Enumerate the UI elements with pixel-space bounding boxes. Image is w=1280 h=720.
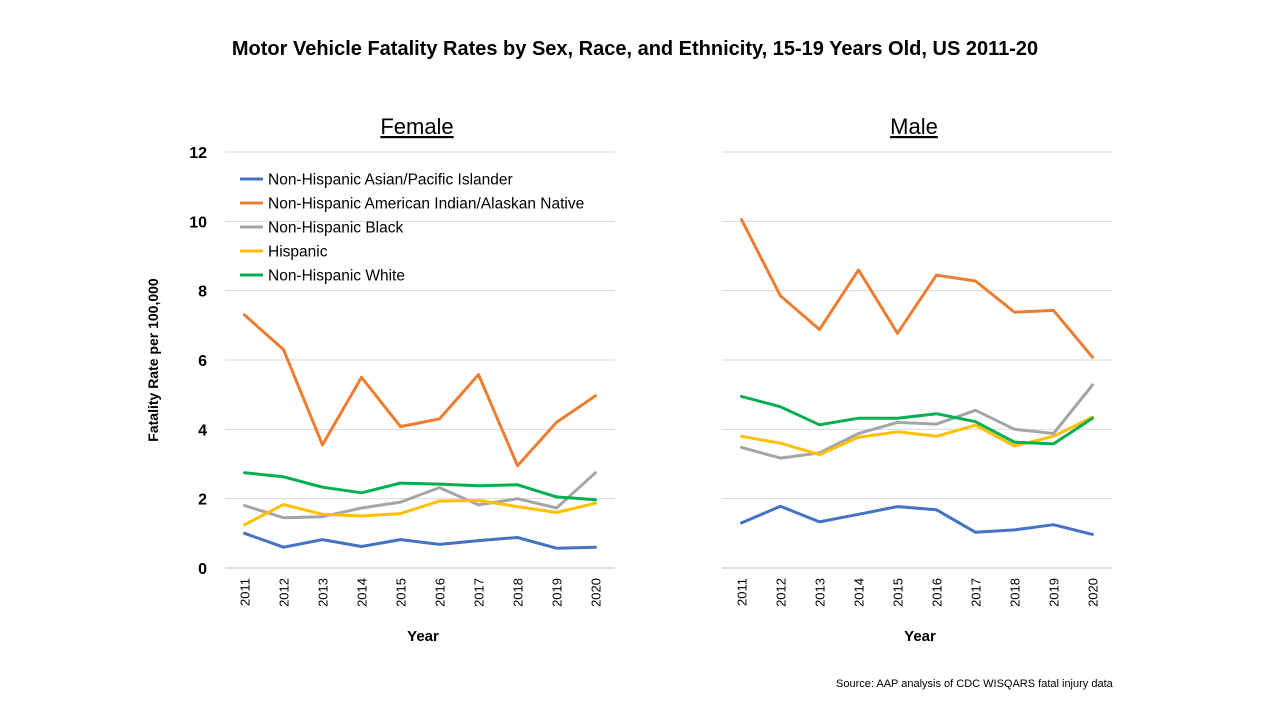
female-ytick-label: 10 bbox=[189, 214, 207, 231]
source-note: Source: AAP analysis of CDC WISQARS fata… bbox=[836, 678, 1113, 690]
female-series-line-3 bbox=[243, 498, 597, 527]
male-xtick-2019: 2019 bbox=[1047, 578, 1062, 607]
female-xtick-2013: 2013 bbox=[316, 578, 331, 607]
male-series-line-1 bbox=[740, 218, 1094, 359]
female-xtick-2015: 2015 bbox=[394, 578, 409, 607]
female-xtick-2017: 2017 bbox=[472, 578, 487, 607]
female-panel-title: Female bbox=[380, 114, 453, 139]
female-xtick-2020: 2020 bbox=[589, 578, 604, 607]
male-xtick-2012: 2012 bbox=[774, 578, 789, 607]
male-xtick-2016: 2016 bbox=[930, 578, 945, 607]
female-ytick-label: 2 bbox=[198, 492, 207, 509]
male-xtick-2011: 2011 bbox=[735, 578, 750, 606]
male-series-line-0 bbox=[740, 504, 1094, 536]
female-series-line-4 bbox=[243, 471, 597, 502]
male-xtick-2015: 2015 bbox=[891, 578, 906, 607]
female-xtick-2012: 2012 bbox=[277, 578, 292, 607]
female-xtick-2014: 2014 bbox=[355, 578, 370, 607]
male-xtick-2017: 2017 bbox=[969, 578, 984, 607]
male-x-axis-label: Year bbox=[904, 628, 936, 645]
legend-label-1: Non-Hispanic American Indian/Alaskan Nat… bbox=[268, 196, 584, 213]
female-series-line-0 bbox=[243, 531, 597, 550]
male-xtick-2013: 2013 bbox=[813, 578, 828, 607]
female-xtick-2011: 2011 bbox=[238, 578, 253, 606]
legend-label-4: Non-Hispanic White bbox=[268, 268, 405, 285]
female-x-axis-label: Year bbox=[407, 628, 439, 645]
female-ytick-label: 6 bbox=[198, 353, 207, 370]
female-ytick-label: 8 bbox=[198, 284, 207, 301]
female-ytick-label: 12 bbox=[189, 145, 207, 162]
female-series-line-2 bbox=[243, 471, 597, 520]
male-xtick-2018: 2018 bbox=[1008, 578, 1023, 607]
y-axis-label: Fatality Rate per 100,000 bbox=[145, 278, 161, 442]
chart-title: Motor Vehicle Fatality Rates by Sex, Rac… bbox=[231, 38, 1039, 60]
legend-label-2: Non-Hispanic Black bbox=[268, 220, 403, 237]
legend-label-0: Non-Hispanic Asian/Pacific Islander bbox=[268, 172, 513, 189]
female-xtick-2018: 2018 bbox=[511, 578, 526, 607]
female-ytick-label: 0 bbox=[198, 561, 207, 578]
male-xtick-2020: 2020 bbox=[1086, 578, 1101, 607]
male-series-line-3 bbox=[740, 415, 1094, 457]
male-panel-title: Male bbox=[890, 114, 938, 139]
female-ytick-label: 4 bbox=[198, 422, 207, 439]
legend-label-3: Hispanic bbox=[268, 244, 328, 261]
male-xtick-2014: 2014 bbox=[852, 578, 867, 607]
male-series-line-2 bbox=[740, 383, 1094, 460]
male-series-line-4 bbox=[740, 394, 1094, 446]
female-xtick-2016: 2016 bbox=[433, 578, 448, 607]
female-xtick-2019: 2019 bbox=[550, 578, 565, 607]
female-series-line-1 bbox=[243, 313, 597, 468]
